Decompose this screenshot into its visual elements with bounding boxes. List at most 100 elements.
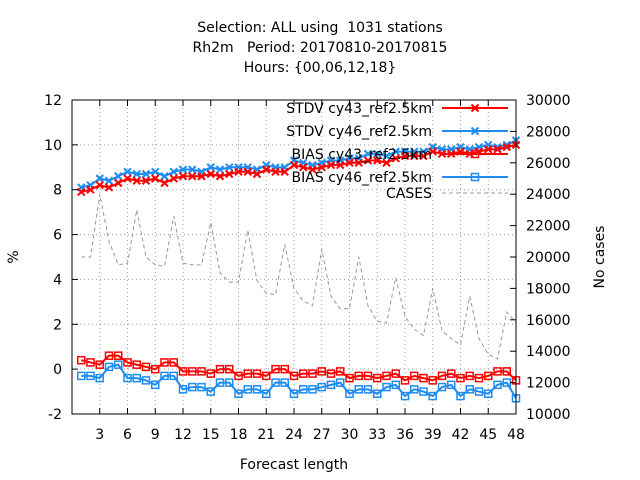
data-point <box>363 156 373 165</box>
data-point <box>132 169 141 179</box>
data-point <box>114 360 123 369</box>
data-point <box>363 371 373 381</box>
data-point <box>391 369 400 378</box>
data-point <box>225 169 234 179</box>
data-point <box>104 176 114 185</box>
data-point <box>428 147 437 156</box>
data-point <box>169 167 178 176</box>
x-tick-label: 3 <box>95 427 104 443</box>
y2-tick-label: 18000 <box>526 281 571 297</box>
data-point <box>206 163 215 172</box>
data-point <box>262 165 271 174</box>
data-point <box>132 373 141 383</box>
data-point <box>271 378 280 387</box>
data-point <box>428 376 437 385</box>
data-point <box>336 367 345 376</box>
data-point <box>234 371 243 381</box>
data-point <box>419 387 428 396</box>
x-tick-label: 30 <box>341 427 359 443</box>
data-point <box>465 371 474 381</box>
x-tick-label: 6 <box>123 427 132 443</box>
y2-tick-label: 10000 <box>526 407 571 423</box>
y-tick-label: 4 <box>53 272 62 288</box>
data-point <box>169 371 178 381</box>
y-tick-label: 12 <box>44 93 62 109</box>
x-tick-label: 27 <box>313 427 331 443</box>
data-point <box>502 142 511 152</box>
data-point <box>188 382 197 392</box>
data-point <box>400 391 410 401</box>
data-point <box>299 163 308 172</box>
data-point <box>169 358 178 367</box>
data-point <box>95 373 104 383</box>
x-tick-label: 48 <box>507 427 525 443</box>
legend-swatch-marker <box>470 126 480 136</box>
y2-axis-label: No cases <box>592 226 608 289</box>
grid-lines <box>72 100 516 414</box>
data-point <box>197 172 206 181</box>
data-point <box>280 167 289 176</box>
data-point <box>197 367 206 376</box>
y-tick-label: 8 <box>53 183 62 199</box>
data-point <box>419 373 428 383</box>
data-point <box>123 373 132 383</box>
data-point <box>493 145 502 154</box>
data-point <box>437 382 447 392</box>
data-point <box>141 176 151 185</box>
chart-title-line-1: Selection: ALL using 1031 stations <box>197 20 443 36</box>
data-point <box>447 380 456 390</box>
data-point <box>141 376 151 385</box>
data-point <box>354 385 363 394</box>
data-point <box>382 371 391 381</box>
data-point <box>410 151 419 161</box>
data-point <box>280 364 289 374</box>
data-point <box>141 362 151 372</box>
data-point <box>456 391 465 401</box>
y-tick-label: -2 <box>48 407 62 423</box>
series-cases <box>81 194 517 360</box>
data-point <box>373 373 382 383</box>
x-tick-label: 33 <box>368 427 386 443</box>
data-point <box>234 167 243 176</box>
data-point <box>86 371 95 381</box>
data-point <box>151 174 160 183</box>
data-point <box>114 178 123 188</box>
legend-swatch-marker <box>470 149 480 159</box>
data-point <box>95 174 104 183</box>
series-line <box>81 363 517 399</box>
data-point <box>215 364 225 374</box>
data-point <box>77 187 86 197</box>
chart-title-line-2: Rh2m Period: 20170810-20170815 <box>192 40 448 56</box>
y2-tick-label: 22000 <box>526 219 571 235</box>
data-point <box>382 158 391 168</box>
chart-title-line-3: Hours: {00,06,12,18} <box>243 60 397 76</box>
axis-ticks: 3 6 9 12 15 18 21 24 27 30 33 36 39 42 45 48-2024681012… <box>44 93 570 443</box>
data-point <box>484 371 493 381</box>
x-tick-label: 36 <box>396 427 414 443</box>
legend-swatch-marker <box>470 172 480 182</box>
data-point <box>215 172 225 181</box>
x-tick-label: 21 <box>257 427 275 443</box>
legend-label: STDV cy43_ref2.5km <box>286 101 432 117</box>
x-tick-label: 39 <box>424 427 442 443</box>
data-point <box>86 185 95 194</box>
data-point <box>308 165 317 174</box>
data-point <box>345 373 354 383</box>
data-point <box>326 380 336 390</box>
y-tick-label: 6 <box>53 228 62 244</box>
data-point <box>326 160 336 170</box>
legend-swatch-marker <box>470 103 480 113</box>
data-point <box>215 378 225 387</box>
x-tick-label: 12 <box>174 427 192 443</box>
legend-label: BIAS cy46_ref2.5km <box>292 170 432 186</box>
x-tick-label: 42 <box>452 427 470 443</box>
y2-tick-label: 16000 <box>526 313 571 329</box>
data-point <box>428 391 437 401</box>
legend-label: BIAS cy43_ref2.5km <box>292 147 432 163</box>
data-point <box>206 387 215 396</box>
data-point <box>225 364 234 374</box>
data-point <box>160 358 169 367</box>
data-point <box>123 167 132 176</box>
data-point <box>252 169 262 179</box>
data-point <box>178 172 188 181</box>
